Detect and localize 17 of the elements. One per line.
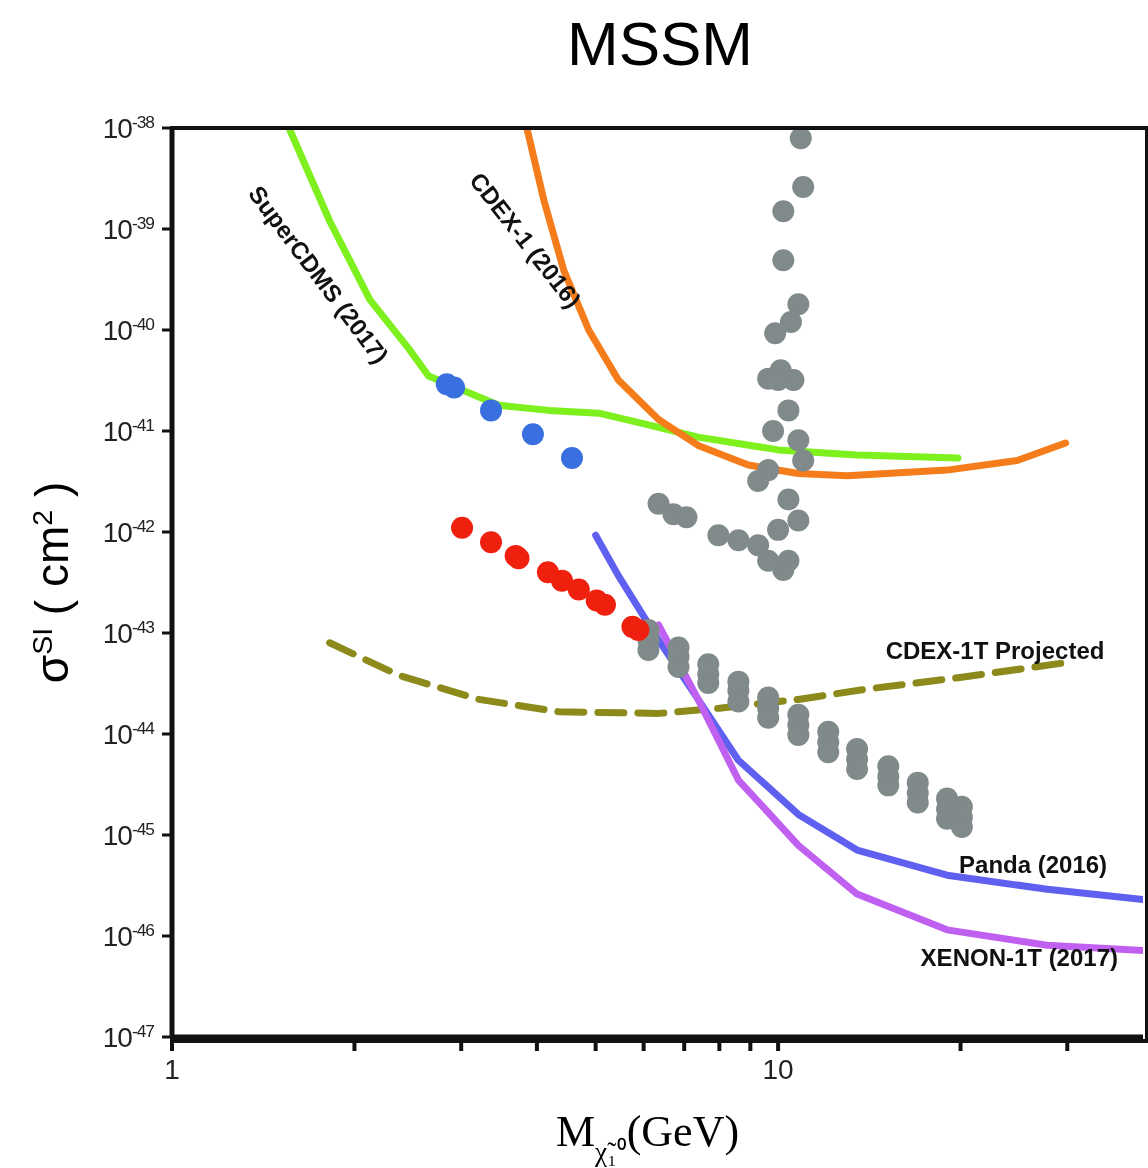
x-tick-label: 10 — [762, 1054, 794, 1085]
x-axis-title: M$_{χ̃₁⁰}$(GeV) — [555, 1107, 740, 1167]
series-label: Panda (2016) — [959, 851, 1108, 879]
chart-title: MSSM — [566, 8, 754, 79]
y-tick-label: 10$^{-38}$ — [102, 112, 155, 144]
y-tick-label: 10$^{-41}$ — [102, 415, 155, 447]
x-tick-label: 1 — [164, 1054, 180, 1085]
y-tick-label: 10$^{-46}$ — [102, 920, 155, 952]
y-tick-label: 10$^{-43}$ — [102, 617, 155, 649]
y-tick-label: 10$^{-45}$ — [102, 819, 155, 851]
series-label: CDEX-1T Projected — [885, 636, 1105, 664]
series-label: XENON-1T (2017) — [920, 944, 1118, 972]
y-tick-label: 10$^{-42}$ — [102, 516, 155, 548]
y-tick-label: 10$^{-39}$ — [102, 213, 155, 245]
y-tick-label: 10$^{-44}$ — [102, 718, 156, 750]
y-tick-label: 10$^{-40}$ — [102, 314, 155, 346]
y-tick-label: 10$^{-47}$ — [102, 1021, 155, 1053]
